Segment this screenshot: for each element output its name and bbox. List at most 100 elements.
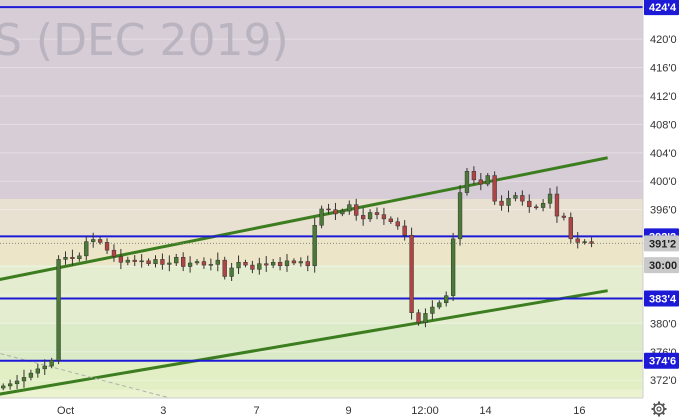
- y-tick-label: 408'0: [650, 119, 677, 131]
- candle-body: [111, 249, 117, 257]
- time-axis-background: [0, 398, 680, 420]
- candle-body: [527, 200, 532, 208]
- candle-body: [264, 263, 269, 266]
- chart-watermark: S (DEC 2019): [0, 15, 289, 66]
- y-tick-label: 380'0: [650, 318, 677, 330]
- candle-body: [520, 195, 525, 202]
- y-tick-label: 420'0: [650, 34, 677, 46]
- x-tick-label: 7: [253, 405, 259, 417]
- candle-body: [457, 192, 463, 240]
- candle-body: [305, 261, 310, 267]
- candle-body: [1, 385, 6, 389]
- candle-body: [56, 259, 61, 361]
- countdown-badge-text: 30:00: [649, 260, 677, 272]
- price-level-badge-box: [644, 0, 679, 16]
- candle-body: [243, 262, 248, 266]
- candle-body: [132, 259, 137, 262]
- countdown-badge-box: [644, 257, 679, 274]
- x-tick-label: Oct: [57, 405, 74, 417]
- candle-body: [333, 209, 338, 215]
- price-axis-background: [643, 0, 680, 420]
- candle-body: [381, 214, 387, 220]
- candle-body: [450, 238, 456, 296]
- candle-body: [91, 239, 96, 242]
- candle-body: [284, 260, 290, 267]
- current-price-badge-text: 391'2: [649, 238, 676, 250]
- x-tick-label: 3: [160, 405, 166, 417]
- candle-body: [430, 306, 435, 314]
- candle-body: [7, 383, 13, 387]
- x-tick-label: 12:00: [411, 405, 439, 417]
- y-tick-label: 416'0: [650, 63, 677, 75]
- grid-lines: [0, 38, 643, 381]
- trendlines: [0, 156, 608, 398]
- trendline-lower-channel: [0, 289, 608, 396]
- candles: [1, 166, 594, 391]
- candle-body: [70, 257, 75, 259]
- price-zone: [0, 389, 643, 398]
- settings-gear-icon[interactable]: [651, 401, 667, 417]
- candle-body: [367, 212, 373, 220]
- price-level-badge-box: [644, 352, 679, 369]
- candle-body: [554, 193, 560, 217]
- candle-body: [402, 225, 407, 236]
- candle-body: [423, 313, 428, 323]
- candle-body: [97, 239, 103, 243]
- candle-body: [582, 241, 587, 243]
- candle-body: [63, 257, 68, 260]
- candle-body: [49, 360, 54, 367]
- trendline-upper-channel: [0, 156, 608, 281]
- candle-body: [160, 259, 165, 265]
- candle-body: [326, 208, 331, 211]
- candle-body: [354, 204, 359, 216]
- price-level-badge-box: [644, 290, 679, 307]
- price-level-badge-text: 374'6: [649, 356, 676, 368]
- candle-body: [153, 259, 158, 264]
- candle-body: [14, 380, 20, 385]
- candle-body: [347, 204, 352, 212]
- candle-body: [250, 264, 255, 270]
- candle-body: [589, 241, 594, 244]
- candle-body: [360, 215, 366, 220]
- price-zone: [0, 323, 643, 361]
- candle-body: [492, 175, 497, 202]
- time-axis: Oct 3 7 9 12:00 14 16: [0, 397, 680, 420]
- candle-body: [312, 225, 317, 267]
- candle-body: [471, 171, 477, 181]
- candle-body: [21, 377, 27, 382]
- x-tick-label: 16: [573, 405, 585, 417]
- candle-body: [28, 372, 34, 378]
- candle-body: [35, 368, 40, 374]
- candle-body: [340, 210, 345, 215]
- candle-body: [416, 312, 421, 323]
- candle-body: [215, 259, 220, 265]
- candle-body: [395, 221, 400, 227]
- candle-body: [575, 238, 580, 243]
- candle-body: [201, 261, 207, 266]
- candle-body: [499, 200, 504, 206]
- candle-body: [561, 215, 567, 218]
- candle-body: [291, 260, 297, 264]
- candle-body: [547, 193, 553, 204]
- horizontal-price-levels: [0, 6, 643, 362]
- candle-body: [298, 261, 304, 264]
- candle-body: [374, 212, 380, 215]
- candle-body: [271, 262, 276, 266]
- candle-body: [194, 261, 200, 264]
- candle-body: [568, 217, 573, 240]
- candle-body: [208, 264, 214, 266]
- candle-body: [229, 267, 234, 277]
- y-tick-label: 412'0: [650, 91, 677, 103]
- candle-body: [478, 179, 483, 185]
- price-zone: [0, 265, 643, 324]
- candle-body: [146, 260, 151, 264]
- candle-body: [42, 365, 47, 370]
- candle-body: [506, 198, 511, 206]
- candle-body: [236, 262, 241, 269]
- current-price-badge-box: [644, 235, 679, 252]
- candle-body: [319, 208, 324, 226]
- candle-body: [409, 234, 414, 313]
- price-level-badge-text: 383'4: [649, 294, 677, 306]
